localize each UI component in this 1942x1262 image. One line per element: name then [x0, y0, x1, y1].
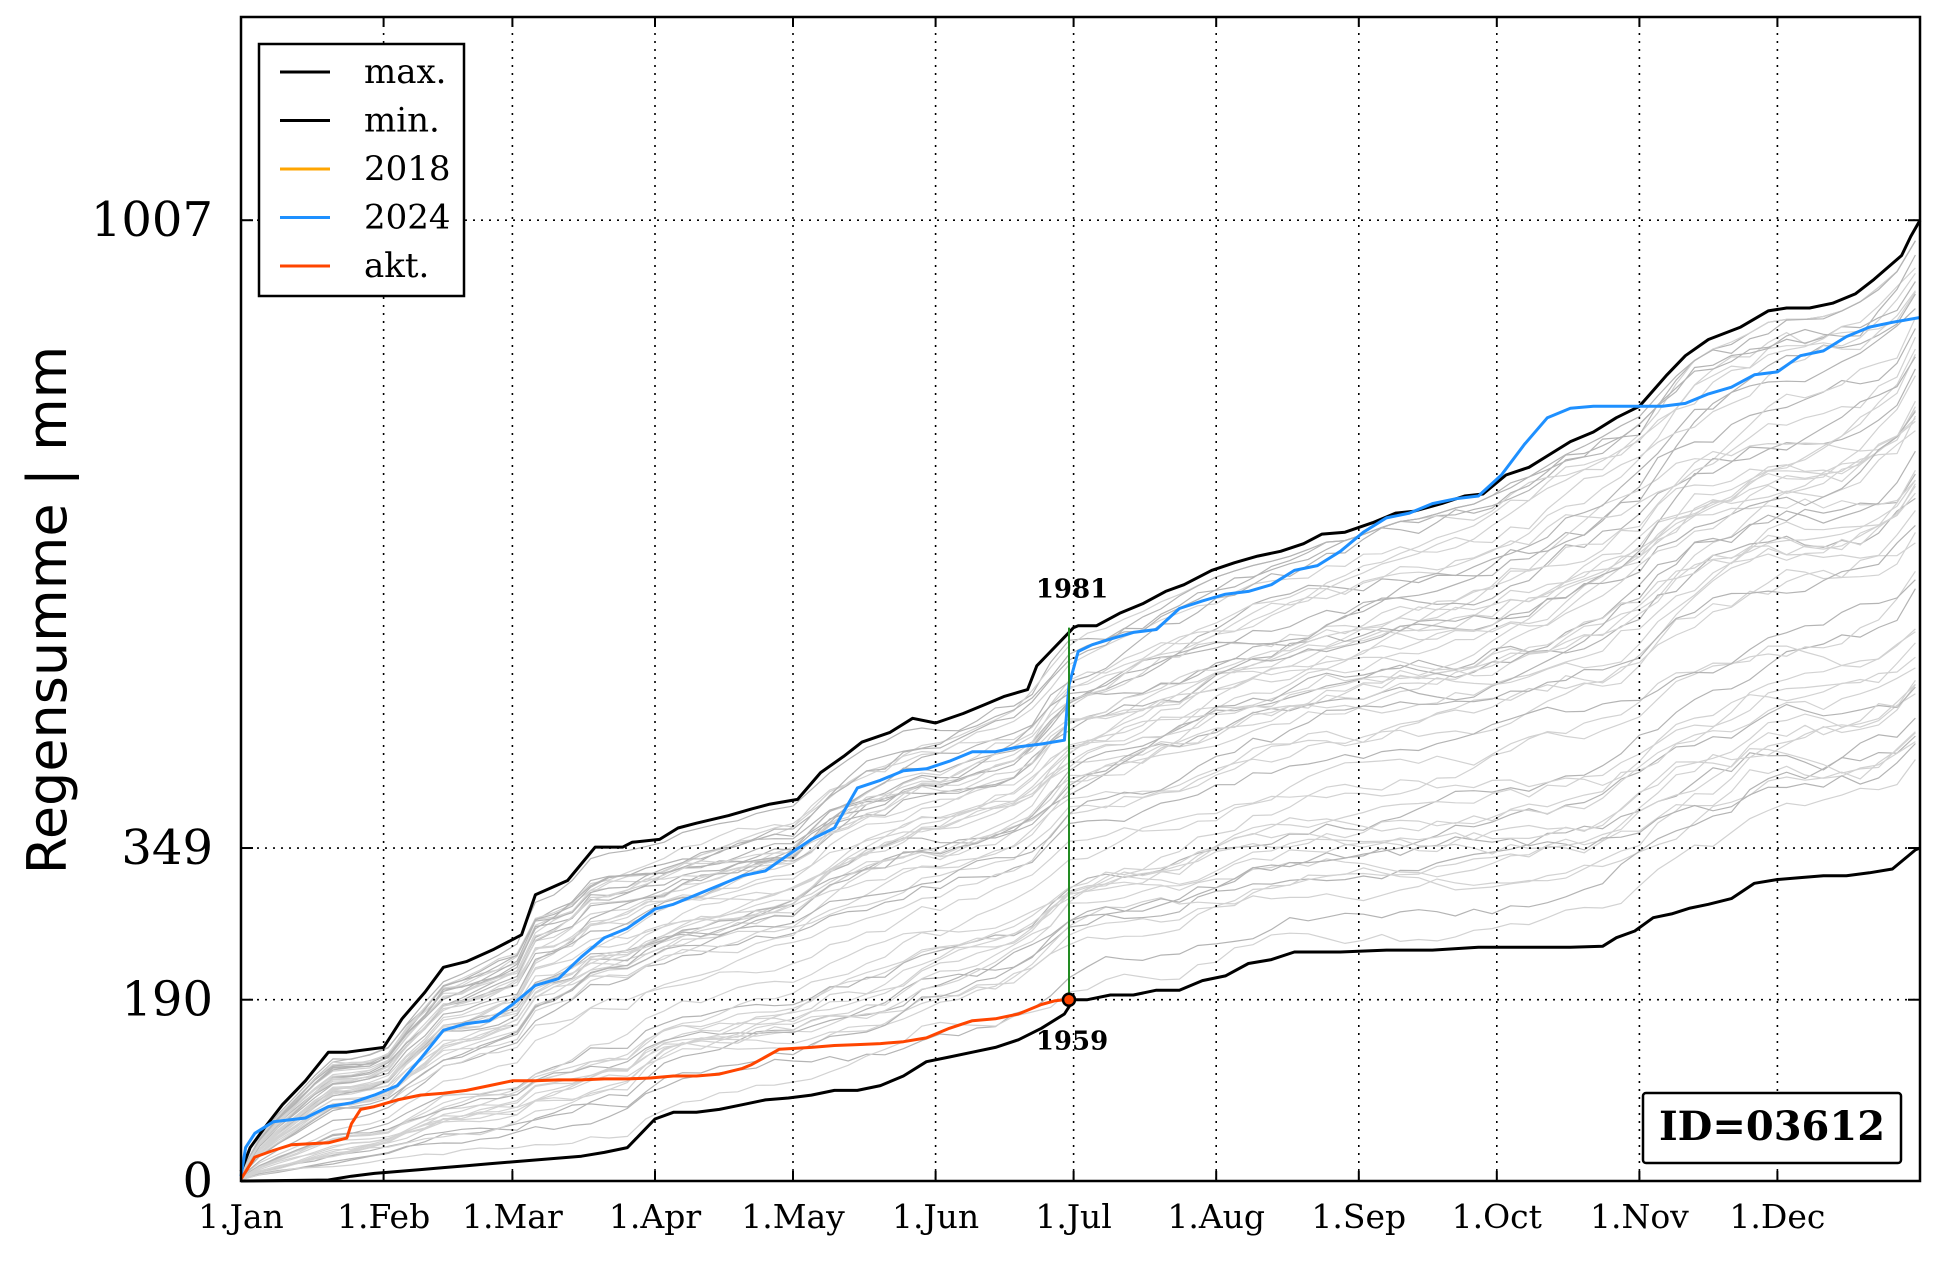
background-year-line: [240, 717, 1916, 1181]
background-year-line: [240, 291, 1916, 1174]
y-tick-label: 0: [182, 1153, 213, 1209]
background-year-line: [240, 680, 1916, 1179]
background-year-line: [240, 290, 1916, 1173]
background-year-line: [240, 400, 1916, 1175]
legend-label: akt.: [364, 246, 429, 286]
x-tick-label: 1.Jul: [1035, 1197, 1112, 1236]
x-tick-label: 1.Dec: [1729, 1197, 1825, 1236]
background-year-line: [240, 420, 1916, 1175]
background-year-line: [240, 684, 1916, 1180]
background-year-line: [240, 356, 1916, 1175]
background-year-line: [240, 470, 1916, 1176]
background-year-line: [240, 409, 1916, 1176]
x-axis-ticks: 1.Jan 1.Feb 1.Mar 1.Apr 1.May 1.Jun 1.Jul 1.Aug…: [198, 17, 1825, 1236]
background-year-line: [240, 479, 1916, 1175]
y-axis-label: Regensumme | mm: [16, 346, 79, 875]
background-year-line: [240, 348, 1916, 1174]
legend: max. min. 2018 2024 akt.: [257, 42, 466, 298]
x-tick-label: 1.Aug: [1167, 1197, 1265, 1236]
background-year-line: [240, 731, 1916, 1180]
current-value-marker: [1061, 992, 1077, 1007]
station-id-frame: [1641, 1091, 1903, 1165]
background-year-line: [240, 337, 1916, 1175]
background-year-line: [240, 686, 1916, 1179]
legend-label: 2018: [364, 149, 451, 189]
background-year-line: [240, 628, 1916, 1180]
series-line-max: [239, 219, 1922, 1173]
background-year-line: [240, 450, 1916, 1177]
x-tick-label: 1.Mar: [462, 1197, 563, 1236]
x-tick-label: 1.Jan: [198, 1197, 284, 1236]
legend-label: max.: [364, 52, 447, 92]
y-axis-ticks: 0 190 349 1007: [91, 192, 1920, 1209]
background-year-line: [240, 497, 1916, 1176]
series-line-min: [240, 846, 1921, 1183]
background-year-lines: [240, 240, 1916, 1181]
x-tick-label: 1.Jun: [892, 1197, 979, 1236]
background-year-line: [240, 415, 1916, 1175]
legend-label: 2024: [364, 198, 451, 238]
background-year-line: [240, 430, 1916, 1176]
background-year-line: [240, 483, 1916, 1175]
background-year-line: [240, 667, 1916, 1180]
annotation-year: 1959: [1036, 1027, 1108, 1057]
x-tick-label: 1.Feb: [337, 1197, 430, 1236]
plot-frame: [239, 15, 1922, 1183]
y-tick-label: 190: [121, 972, 213, 1028]
annotation-year: 1981: [1036, 575, 1108, 605]
x-tick-label: 1.May: [741, 1197, 845, 1236]
station-id-box: ID=03612: [1641, 1091, 1903, 1165]
background-year-line: [240, 683, 1916, 1180]
y-tick-label: 1007: [91, 192, 213, 248]
x-tick-label: 1.Apr: [609, 1197, 701, 1236]
background-year-line: [240, 735, 1916, 1181]
background-year-line: [240, 510, 1916, 1176]
background-year-line: [240, 570, 1916, 1178]
x-tick-label: 1.Sep: [1311, 1197, 1406, 1236]
background-year-line: [240, 417, 1916, 1174]
background-year-line: [240, 524, 1916, 1177]
background-year-line: [240, 588, 1916, 1179]
x-tick-label: 1.Nov: [1590, 1197, 1689, 1236]
background-year-line: [240, 375, 1916, 1174]
y-tick-label: 349: [121, 820, 213, 876]
x-tick-label: 1.Oct: [1452, 1197, 1542, 1236]
annotations-layer: 1981 1959: [1036, 575, 1108, 1057]
background-year-line: [240, 579, 1916, 1178]
background-year-line: [240, 743, 1916, 1180]
station-id-label: ID=03612: [1659, 1103, 1885, 1150]
background-year-line: [240, 281, 1916, 1174]
background-year-line: [240, 759, 1916, 1181]
series-line-akt: [239, 998, 1069, 1180]
background-year-line: [240, 532, 1916, 1177]
background-year-line: [240, 411, 1916, 1175]
legend-label: min.: [364, 101, 440, 141]
background-year-line: [240, 693, 1916, 1179]
